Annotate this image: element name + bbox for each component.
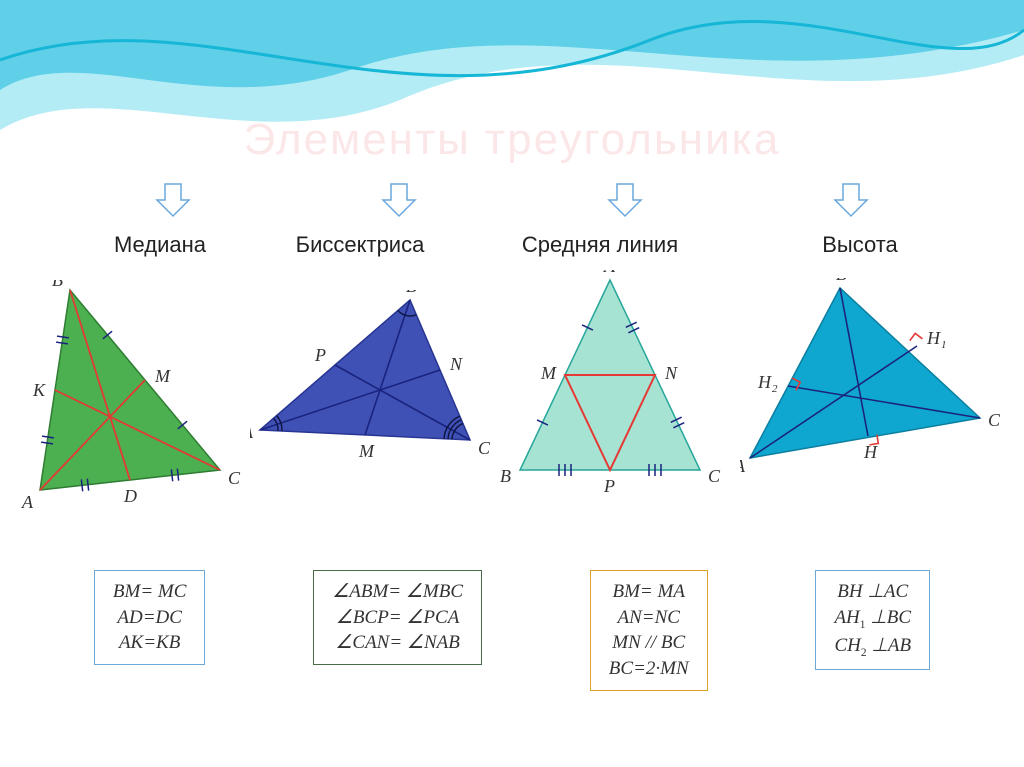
arrows-row [0, 180, 1024, 220]
svg-text:A: A [740, 456, 746, 476]
down-arrow-icon [831, 180, 871, 220]
svg-text:P: P [603, 476, 615, 496]
formulas-row: BM= MCAD=DCAK=KB ∠ABM= ∠MBC∠BCP= ∠PCA∠CA… [0, 570, 1024, 691]
svg-text:B: B [52, 280, 63, 290]
diagram-bisector: A B C M N P [250, 290, 490, 470]
svg-text:H: H [757, 372, 772, 392]
svg-text:H: H [863, 442, 878, 462]
label-altitude: Высота [750, 232, 970, 258]
svg-text:C: C [988, 410, 1000, 430]
svg-text:M: M [540, 363, 557, 383]
svg-text:C: C [228, 468, 241, 488]
svg-text:M: M [358, 441, 375, 461]
down-arrow-icon [379, 180, 419, 220]
down-arrow-icon [153, 180, 193, 220]
svg-text:A: A [250, 422, 254, 442]
svg-text:B: B [836, 278, 847, 284]
svg-text:1: 1 [941, 339, 947, 351]
svg-text:A: A [21, 492, 34, 510]
label-median: Медиана [60, 232, 260, 258]
diagram-median: A B C D K M [10, 280, 250, 510]
svg-text:M: M [154, 366, 171, 386]
svg-text:B: B [406, 290, 417, 296]
svg-text:C: C [478, 438, 490, 458]
diagrams-row: ABCDKM ABCMNP ABCMNP ABCHH1H2 [0, 270, 1024, 530]
label-midline: Средняя линия [480, 232, 720, 258]
svg-text:K: K [32, 380, 46, 400]
svg-text:A: A [603, 270, 616, 276]
diagram-midline: A B C M N P [500, 270, 730, 500]
diagram-altitude: ABCHH1H2 [740, 278, 1000, 478]
svg-text:N: N [664, 363, 678, 383]
svg-text:N: N [449, 354, 463, 374]
svg-text:H: H [926, 328, 941, 348]
formula-midline: BM= MAAN=NCMN // BCBC=2·MN [590, 570, 708, 691]
label-bisector: Биссектриса [250, 232, 470, 258]
down-arrow-icon [605, 180, 645, 220]
formula-median: BM= MCAD=DCAK=KB [94, 570, 206, 665]
svg-text:D: D [123, 486, 137, 506]
formula-bisector: ∠ABM= ∠MBC∠BCP= ∠PCA∠CAN= ∠NAB [313, 570, 482, 665]
svg-text:B: B [500, 466, 511, 486]
wave-background [0, 0, 1024, 200]
page-title: Элементы треугольника [0, 115, 1024, 165]
svg-text:P: P [314, 345, 326, 365]
formula-altitude: BH ⊥ACAH1 ⊥BCCH2 ⊥AB [815, 570, 930, 670]
svg-text:C: C [708, 466, 721, 486]
svg-text:2: 2 [772, 383, 778, 395]
